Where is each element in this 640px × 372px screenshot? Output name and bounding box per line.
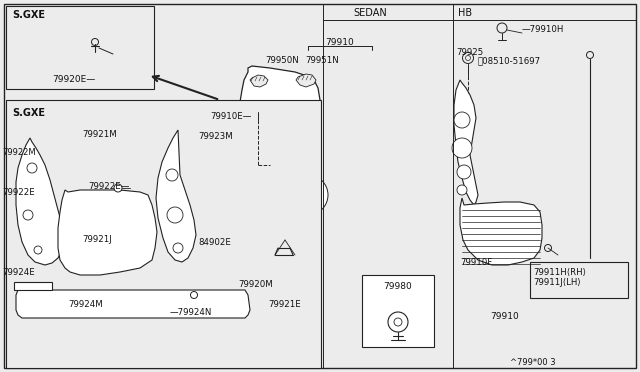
Circle shape <box>250 138 254 142</box>
Bar <box>6 100 321 368</box>
Circle shape <box>256 208 260 212</box>
Circle shape <box>394 318 402 326</box>
Circle shape <box>173 243 183 253</box>
Text: 79922E—: 79922E— <box>88 182 129 191</box>
Text: 79910: 79910 <box>326 38 355 47</box>
Bar <box>530 262 628 298</box>
Text: 79924E: 79924E <box>2 268 35 277</box>
Circle shape <box>452 138 472 158</box>
Polygon shape <box>460 198 542 265</box>
Text: 79921J: 79921J <box>82 235 112 244</box>
Text: 79922M: 79922M <box>2 148 36 157</box>
Polygon shape <box>240 66 320 270</box>
Text: —79910H: —79910H <box>522 25 564 34</box>
Circle shape <box>298 268 302 272</box>
Circle shape <box>166 169 178 181</box>
Circle shape <box>253 173 257 177</box>
Circle shape <box>114 184 122 192</box>
Circle shape <box>315 213 319 217</box>
Text: 79951N: 79951N <box>305 56 339 65</box>
Polygon shape <box>16 138 64 265</box>
Bar <box>6 6 154 89</box>
Text: 79920E—: 79920E— <box>52 75 95 84</box>
Text: S.GXE: S.GXE <box>12 10 45 20</box>
Text: 79911J⟨LH⟩: 79911J⟨LH⟩ <box>533 278 580 287</box>
Text: HB: HB <box>458 8 472 18</box>
Text: 79910E—: 79910E— <box>210 112 252 121</box>
Circle shape <box>23 210 33 220</box>
Text: 79950N: 79950N <box>265 56 299 65</box>
Circle shape <box>191 292 198 298</box>
Circle shape <box>457 185 467 195</box>
Circle shape <box>34 246 42 254</box>
Text: 79922E: 79922E <box>2 188 35 197</box>
Circle shape <box>250 112 286 148</box>
Polygon shape <box>296 74 316 87</box>
Text: —79924N: —79924N <box>170 308 212 317</box>
Text: 79920M: 79920M <box>238 280 273 289</box>
Circle shape <box>287 140 317 170</box>
Text: SEDAN: SEDAN <box>353 8 387 18</box>
Text: 79923M: 79923M <box>198 132 233 141</box>
Text: 79925: 79925 <box>456 48 483 57</box>
Circle shape <box>280 268 284 272</box>
Polygon shape <box>454 80 478 205</box>
Circle shape <box>167 207 183 223</box>
Bar <box>362 275 434 347</box>
Circle shape <box>388 312 408 332</box>
Text: 79910: 79910 <box>490 312 519 321</box>
Polygon shape <box>16 290 250 318</box>
Text: ^799*00 3: ^799*00 3 <box>510 358 556 367</box>
Text: 79924M: 79924M <box>68 300 103 309</box>
Polygon shape <box>58 190 157 275</box>
Circle shape <box>454 112 470 128</box>
Circle shape <box>260 256 264 260</box>
Text: 79911H⟨RH⟩: 79911H⟨RH⟩ <box>533 268 586 277</box>
Ellipse shape <box>303 236 317 244</box>
Circle shape <box>313 248 317 252</box>
Polygon shape <box>250 75 268 87</box>
Text: Ⓝ08510-51697: Ⓝ08510-51697 <box>478 56 541 65</box>
Text: 84902E: 84902E <box>198 238 231 247</box>
Circle shape <box>288 175 328 215</box>
Text: 79980: 79980 <box>383 282 412 291</box>
Bar <box>14 282 52 290</box>
Text: 79910F: 79910F <box>460 258 492 267</box>
Text: 79921M: 79921M <box>82 130 116 139</box>
Circle shape <box>457 165 471 179</box>
Circle shape <box>285 205 305 225</box>
Text: 79921E: 79921E <box>268 300 301 309</box>
Text: S.GXE: S.GXE <box>12 108 45 118</box>
Circle shape <box>258 243 262 247</box>
Polygon shape <box>156 130 196 262</box>
Circle shape <box>27 163 37 173</box>
